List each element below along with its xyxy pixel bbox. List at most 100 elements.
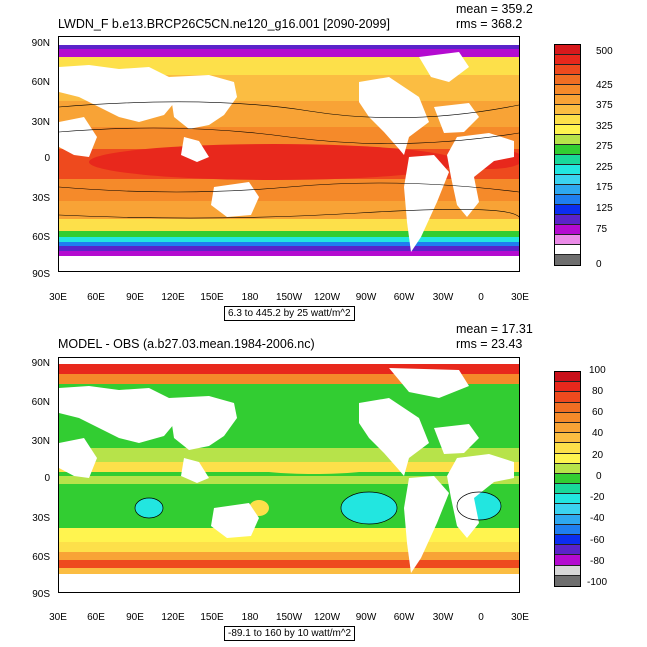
colorbar-label: 275 <box>596 141 613 152</box>
colorbar-swatch <box>555 235 580 245</box>
lon-label: 60W <box>393 612 415 623</box>
lat-label: 30N <box>31 436 50 447</box>
panel-1-mean: mean = 359.2 <box>456 2 533 16</box>
colorbar-label: 40 <box>592 428 604 439</box>
colorbar-swatch <box>555 453 580 464</box>
lon-label: 90W <box>355 292 377 303</box>
panel-2-title: MODEL - OBS (a.b27.03.mean.1984-2006.nc) <box>58 337 315 351</box>
panel-2-colorbar <box>554 371 581 587</box>
colorbar-swatch <box>555 514 580 525</box>
colorbar-swatch <box>555 185 580 195</box>
lat-label: 30S <box>32 193 50 204</box>
lon-label: 30E <box>49 292 67 303</box>
colorbar-label: -100 <box>587 577 608 588</box>
lat-label: 30S <box>32 513 50 524</box>
panel-2-range-label: -89.1 to 160 by 10 watt/m^2 <box>224 626 356 641</box>
colorbar-swatch <box>555 255 580 265</box>
lon-label: 120E <box>161 612 185 623</box>
lat-label: 90N <box>31 38 50 49</box>
lat-label: 90S <box>32 589 50 600</box>
colorbar-swatch <box>555 205 580 215</box>
lat-label: 0 <box>44 153 50 164</box>
colorbar-swatch <box>555 545 580 556</box>
colorbar-swatch <box>555 225 580 235</box>
lon-label: 30E <box>49 612 67 623</box>
colorbar-swatch <box>555 535 580 546</box>
colorbar-swatch <box>555 245 580 255</box>
lon-label: 60E <box>87 612 105 623</box>
panel-2-mean: mean = 17.31 <box>456 322 533 336</box>
lat-label: 90N <box>31 358 50 369</box>
lon-label: 0 <box>478 612 484 623</box>
lon-label: 90W <box>355 612 377 623</box>
lon-label: 30E <box>511 292 529 303</box>
colorbar-label: -20 <box>590 492 605 503</box>
colorbar-swatch <box>555 463 580 474</box>
colorbar-label: -80 <box>590 556 605 567</box>
lon-label: 90E <box>126 292 144 303</box>
panel-1-title: LWDN_F b.e13.BRCP26C5CN.ne120_g16.001 [2… <box>58 17 390 31</box>
colorbar-label: 75 <box>596 224 608 235</box>
colorbar-swatch <box>555 65 580 75</box>
lon-label: 120W <box>313 612 341 623</box>
colorbar-swatch <box>555 215 580 225</box>
colorbar-label: 375 <box>596 100 613 111</box>
colorbar-swatch <box>555 85 580 95</box>
lon-label: 180 <box>241 612 259 623</box>
lat-label: 0 <box>44 473 50 484</box>
colorbar-swatch <box>555 433 580 444</box>
colorbar-swatch <box>555 555 580 566</box>
panel-2-rms: rms = 23.43 <box>456 337 523 351</box>
lat-label: 60N <box>31 397 50 408</box>
colorbar-swatch <box>555 115 580 125</box>
lon-label: 0 <box>478 292 484 303</box>
lat-label: 60S <box>32 552 50 563</box>
lon-label: 150W <box>275 292 303 303</box>
lon-label: 30E <box>511 612 529 623</box>
colorbar-label: 225 <box>596 162 613 173</box>
colorbar-label: 125 <box>596 203 613 214</box>
colorbar-swatch <box>555 443 580 454</box>
lon-label: 150E <box>200 292 224 303</box>
colorbar-swatch <box>555 504 580 515</box>
colorbar-swatch <box>555 422 580 434</box>
colorbar-label: 20 <box>592 450 604 461</box>
lon-label: 180 <box>241 292 259 303</box>
colorbar-swatch <box>555 575 580 586</box>
colorbar-swatch <box>555 402 580 413</box>
panel-1-map <box>58 36 520 272</box>
lon-label: 60E <box>87 292 105 303</box>
lat-label: 30N <box>31 117 50 128</box>
colorbar-label: -60 <box>590 535 605 546</box>
colorbar-swatch <box>555 175 580 185</box>
lon-label: 150W <box>275 612 303 623</box>
colorbar-swatch <box>555 75 580 85</box>
colorbar-swatch <box>555 145 580 155</box>
panel-1-colorbar <box>554 44 581 266</box>
colorbar-swatch <box>555 135 580 145</box>
panel-1-rms: rms = 368.2 <box>456 17 523 31</box>
colorbar-swatch <box>555 105 580 115</box>
lon-label: 30W <box>432 292 454 303</box>
lon-label: 120E <box>161 292 185 303</box>
lat-label: 60N <box>31 77 50 88</box>
panel-1-range-label: 6.3 to 445.2 by 25 watt/m^2 <box>224 306 355 321</box>
colorbar-swatch <box>555 125 580 135</box>
lon-label: 150E <box>200 612 224 623</box>
lon-label: 60W <box>393 292 415 303</box>
colorbar-swatch <box>555 45 580 55</box>
lat-label: 90S <box>32 269 50 280</box>
colorbar-swatch <box>555 473 580 485</box>
colorbar-swatch <box>555 382 580 393</box>
colorbar-swatch <box>555 565 580 576</box>
colorbar-label: 500 <box>596 46 613 57</box>
colorbar-label: 0 <box>596 471 602 482</box>
colorbar-swatch <box>555 494 580 505</box>
colorbar-swatch <box>555 165 580 175</box>
colorbar-label: 325 <box>596 121 613 132</box>
lon-label: 30W <box>432 612 454 623</box>
lat-label: 60S <box>32 232 50 243</box>
colorbar-label: 80 <box>592 386 604 397</box>
colorbar-swatch <box>555 484 580 495</box>
colorbar-label: -40 <box>590 513 605 524</box>
